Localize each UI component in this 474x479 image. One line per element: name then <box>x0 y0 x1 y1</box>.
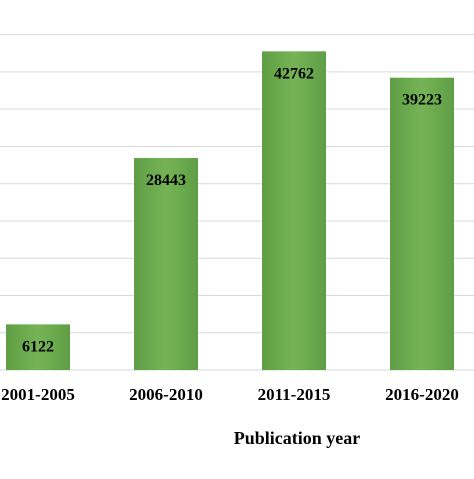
data-label-2006-2010: 28443 <box>146 172 186 189</box>
data-label-2001-2005: 6122 <box>22 338 54 355</box>
x-tick-label-2011-2015: 2011-2015 <box>258 385 331 404</box>
bar-2006-2010 <box>134 158 198 370</box>
bars <box>6 51 454 370</box>
x-tick-label-2016-2020: 2016-2020 <box>385 385 459 404</box>
x-axis-title: Publication year <box>233 428 361 448</box>
x-tick-label-2006-2010: 2006-2010 <box>129 385 203 404</box>
data-label-2011-2015: 42762 <box>274 65 314 82</box>
bar-2001-2005 <box>6 324 70 370</box>
x-tick-labels: 2001-2005 2006-2010 2011-2015 2016-2020 <box>1 385 459 404</box>
x-tick-label-2001-2005: 2001-2005 <box>1 385 75 404</box>
bar-2011-2015 <box>262 51 326 370</box>
data-label-2016-2020: 39223 <box>402 92 442 109</box>
bar-2016-2020 <box>390 77 454 370</box>
data-labels: 6122 28443 42762 39223 <box>22 65 442 355</box>
